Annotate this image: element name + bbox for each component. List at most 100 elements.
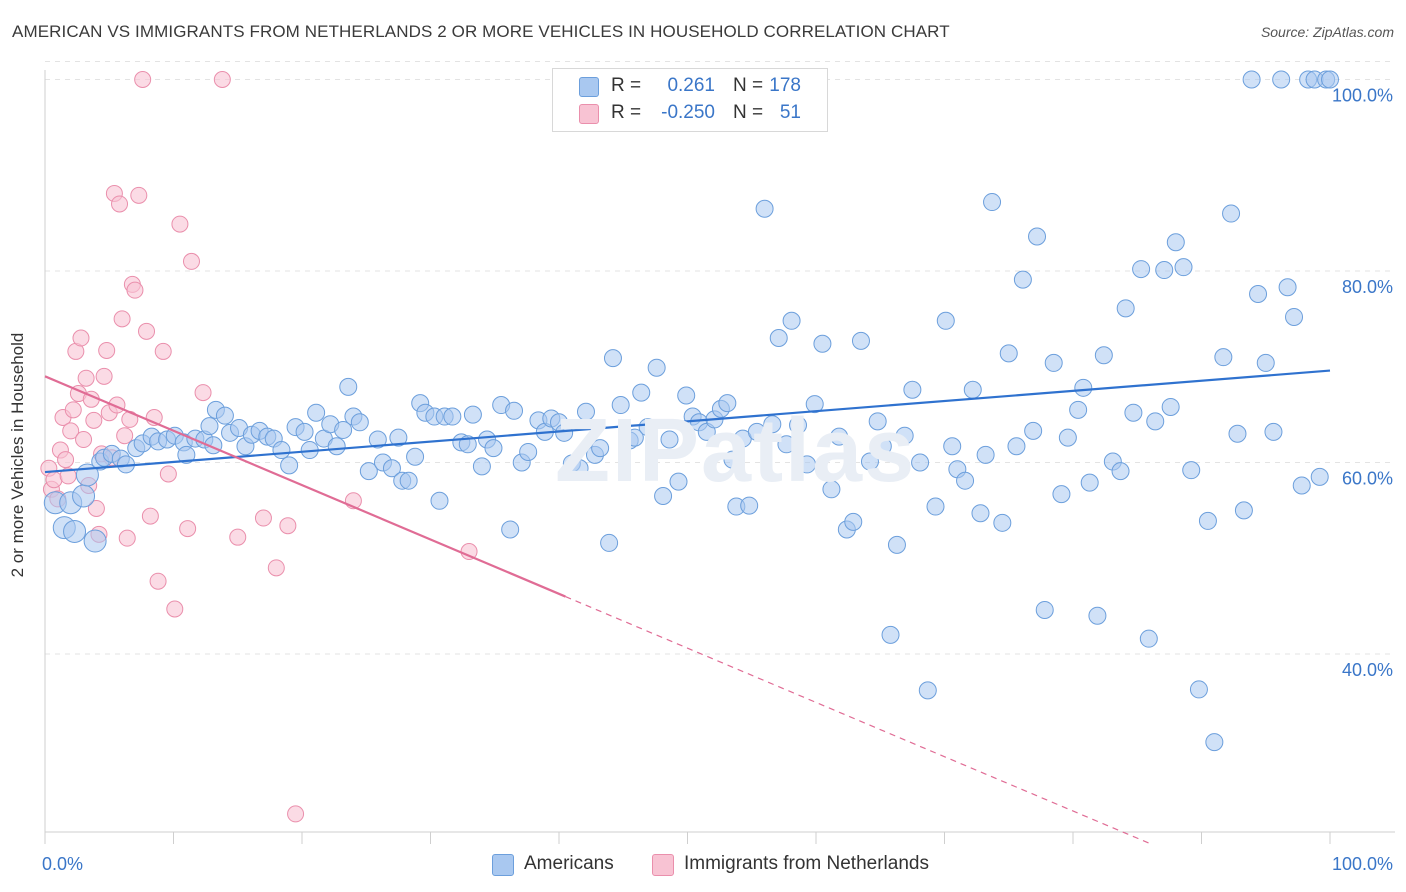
americans-point [1174,258,1193,277]
americans-point [1292,476,1311,495]
netherlands-point [72,329,90,347]
americans-trend-line [44,369,1331,474]
axes [44,70,1395,844]
americans-point [1007,437,1026,456]
series-legend: Americans Immigrants from Netherlands [0,852,1406,878]
americans-point [1074,378,1093,397]
americans-point [903,380,922,399]
americans-point [327,437,346,456]
americans-point [789,416,808,435]
americans-point [1278,278,1297,297]
americans-point [1069,400,1088,419]
americans-point [918,681,937,700]
netherlands-point [64,401,82,419]
americans-point [669,472,688,491]
legend-row-netherlands: R = -0.250 N = 51 [553,101,827,127]
americans-point [782,311,801,330]
netherlands-point [111,195,129,213]
r-label: R = [611,75,642,96]
netherlands-point [62,422,80,440]
netherlands-point [138,322,156,340]
americans-point [887,535,906,554]
americans-point [936,311,955,330]
r-value: -0.250 [661,102,715,123]
americans-point [777,435,796,454]
y-tick-label: 40.0% [1342,660,1393,680]
legend-label: Immigrants from Netherlands [684,853,929,874]
americans-point [976,445,995,464]
americans-point [72,484,96,508]
netherlands-point [45,471,63,489]
americans-point [723,450,742,469]
americans-point [718,394,737,413]
x-tick-label: 100.0% [1332,854,1393,874]
americans-point [1242,70,1261,89]
americans-point [1028,227,1047,246]
watermark: ZIPatlas [555,401,917,501]
americans-point [1013,270,1032,289]
americans-point [83,529,107,553]
americans-point [295,422,314,441]
americans-point [570,459,589,478]
americans-point [660,430,679,449]
americans-point [1146,412,1165,431]
americans-point [1044,353,1063,372]
americans-point [399,471,418,490]
americans-point [638,418,657,437]
netherlands-point [154,342,172,360]
americans-point [895,426,914,445]
r-value: 0.261 [667,75,715,96]
americans-point [1205,733,1224,752]
americans-point [873,437,892,456]
americans-point [389,428,408,447]
r-label: R = [611,102,642,123]
netherlands-point [95,367,113,385]
americans-legend-swatch [492,854,514,876]
americans-point [1139,629,1158,648]
americans-point [505,401,524,420]
americans-point [943,437,962,456]
netherlands-point [254,509,272,527]
netherlands-point [130,186,148,204]
americans-point [1111,462,1130,481]
americans-point [406,447,425,466]
legend-label: Americans [524,853,614,874]
y-tick-label: 100.0% [1332,86,1393,106]
americans-point [1132,260,1151,279]
americans-point [334,420,353,439]
americans-point [1214,348,1233,367]
americans-point [677,386,696,405]
americans-point [1088,606,1107,625]
americans-point [472,457,491,476]
americans-point [1035,600,1054,619]
y-tick-label: 60.0% [1342,469,1393,489]
netherlands-point [126,281,144,299]
americans-point [591,439,610,458]
americans-point [1198,511,1217,530]
legend-row-americans: R = 0.261 N = 178 [553,74,827,100]
grid-lines [45,61,1395,655]
americans-point [1222,204,1241,223]
americans-point [983,193,1002,212]
source-note: Source: ZipAtlas.com [1260,24,1394,40]
americans-point [501,520,520,539]
americans-point [215,406,234,425]
americans-point [1321,70,1339,89]
netherlands-point [159,465,177,483]
n-label: N = [733,102,764,123]
x-tick-label: 0.0% [42,854,83,874]
americans-point [868,412,887,431]
americans-swatch [579,77,599,97]
netherlands-point [287,805,305,823]
netherlands-point [57,451,75,469]
netherlands-legend-swatch [652,854,674,876]
netherlands-point [116,427,134,445]
americans-point [1264,422,1283,441]
netherlands-point [98,341,116,359]
americans-point [484,439,503,458]
stats-legend: R = 0.261 N = 178 R = -0.250 N = 51 [552,68,828,132]
americans-point [463,405,482,424]
netherlands-point [85,411,103,429]
netherlands-point [166,600,184,618]
